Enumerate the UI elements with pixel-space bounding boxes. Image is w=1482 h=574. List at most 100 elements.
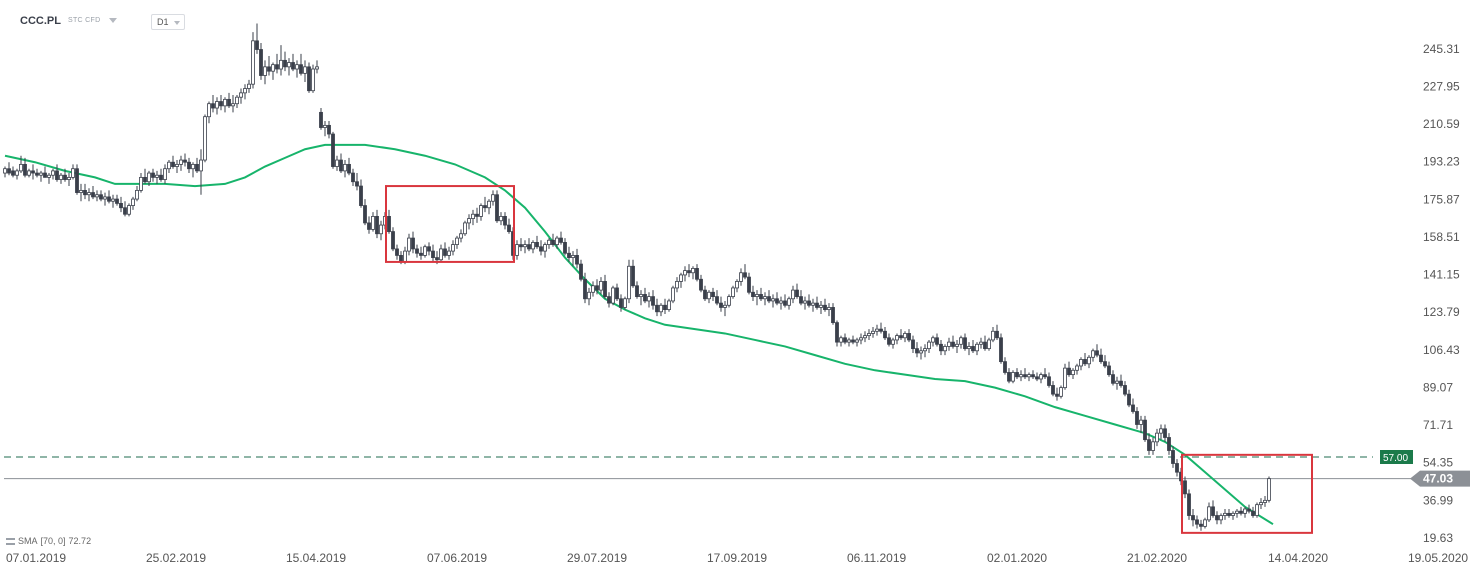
- candle: [739, 268, 743, 286]
- candle: [1003, 357, 1007, 375]
- candle-body-down: [1147, 439, 1151, 451]
- y-tick-label: 54.35: [1423, 456, 1453, 470]
- candle: [255, 23, 259, 54]
- timeframe-select[interactable]: D1: [151, 14, 185, 30]
- candle: [1039, 372, 1043, 384]
- candle: [379, 220, 383, 241]
- candle-body-up: [479, 205, 483, 217]
- candle-body-down: [1183, 480, 1187, 495]
- candle-body-down: [983, 341, 987, 350]
- candle: [867, 329, 871, 340]
- candle: [123, 201, 127, 217]
- candle-body-up: [819, 304, 823, 308]
- candle: [975, 342, 979, 356]
- candle-body-down: [907, 333, 911, 341]
- indicator-legend[interactable]: SMA [70, 0] 72.72: [6, 536, 91, 546]
- candle: [1071, 368, 1075, 379]
- candle: [831, 303, 835, 325]
- candle-body-up: [639, 294, 643, 298]
- candle-body-up: [599, 281, 603, 291]
- candle: [939, 339, 943, 356]
- candle: [1191, 509, 1195, 527]
- candle: [371, 212, 375, 232]
- candle-body-up: [147, 172, 151, 183]
- candle: [567, 246, 571, 262]
- candle-body-down: [483, 205, 487, 209]
- candle: [167, 160, 171, 174]
- candle: [655, 298, 659, 317]
- candle: [591, 281, 595, 297]
- candle-body-up: [847, 339, 851, 343]
- candle-body-up: [199, 159, 203, 172]
- candle-body-down: [1187, 493, 1191, 516]
- candle: [219, 95, 223, 111]
- symbol-label[interactable]: CCC.PL: [20, 15, 61, 27]
- candle-body-up: [135, 189, 139, 200]
- candle: [991, 326, 995, 343]
- candle: [651, 290, 655, 310]
- candle-body-down: [1067, 367, 1071, 376]
- candle-body-down: [7, 168, 11, 174]
- candle-body-down: [31, 170, 35, 174]
- candle-body-up: [103, 196, 107, 200]
- candle: [23, 157, 27, 178]
- candle: [967, 342, 971, 356]
- candle: [11, 166, 15, 178]
- indicator-menu-icon[interactable]: [6, 537, 15, 545]
- candle-body-down: [711, 291, 715, 298]
- candle-body-up: [439, 248, 443, 261]
- y-tick-label: 106.43: [1423, 343, 1460, 357]
- candle: [331, 131, 335, 169]
- candle-body-down: [1247, 508, 1251, 512]
- level-price-text: 57.00: [1383, 453, 1408, 464]
- candle-body-down: [911, 339, 915, 350]
- candle-body-up: [1259, 502, 1263, 506]
- candle: [619, 294, 623, 312]
- candle: [1067, 361, 1071, 377]
- candle-body-down: [703, 289, 707, 300]
- candle-body-up: [931, 337, 935, 343]
- candle-body-down: [55, 170, 59, 180]
- candle-body-down: [1215, 515, 1219, 521]
- candle-body-down: [1171, 450, 1175, 464]
- candle: [1263, 496, 1267, 507]
- candle-body-up: [515, 244, 519, 256]
- candle: [855, 337, 859, 347]
- x-tick-label: 06.11.2019: [847, 551, 906, 565]
- candle-body-up: [791, 289, 795, 300]
- candle-body-up: [723, 304, 727, 308]
- candle-body-down: [1099, 354, 1103, 363]
- candle: [1243, 506, 1247, 518]
- candle-body-down: [107, 196, 111, 202]
- candle: [131, 196, 135, 210]
- candle: [1199, 519, 1203, 531]
- candle: [455, 235, 459, 249]
- candle-body-down: [1095, 350, 1099, 356]
- candle-body-down: [363, 205, 367, 224]
- candle: [159, 168, 163, 182]
- candle-body-down: [1035, 376, 1039, 380]
- candle-body-down: [751, 291, 755, 298]
- candle: [727, 294, 731, 308]
- candle-body-up: [251, 40, 255, 85]
- symbol-dropdown-chevron-icon[interactable]: [109, 18, 117, 23]
- candle-body-up: [975, 343, 979, 352]
- timeframe-value: D1: [157, 17, 169, 27]
- candle: [495, 190, 499, 223]
- candle: [583, 272, 587, 304]
- candle-body-down: [1167, 437, 1171, 451]
- candle: [351, 168, 355, 187]
- candle: [95, 190, 99, 202]
- highlight-boxes: [385, 185, 1313, 534]
- candle: [635, 281, 639, 299]
- candle-body-up: [323, 124, 327, 128]
- candle: [195, 157, 199, 174]
- candle-body-up: [47, 174, 51, 178]
- candle: [163, 164, 167, 184]
- candle: [631, 259, 635, 288]
- candle-body-up: [875, 328, 879, 332]
- candle-body-down: [1123, 385, 1127, 395]
- candle-body-up: [1151, 441, 1155, 451]
- candle-body-up: [167, 161, 171, 170]
